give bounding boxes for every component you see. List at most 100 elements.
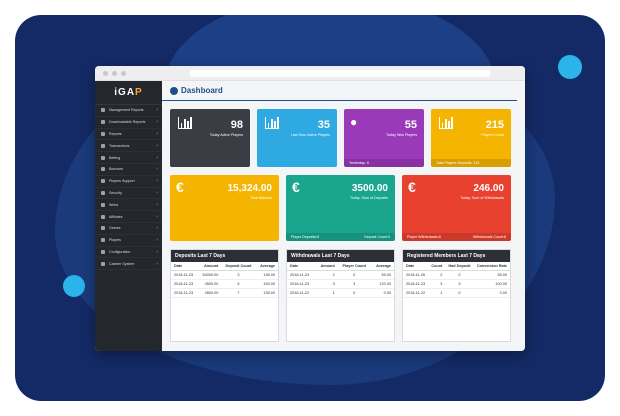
decorative-dot bbox=[63, 275, 85, 297]
sidebar-item[interactable]: Webs › bbox=[95, 199, 162, 212]
money-card-total-balance[interactable]: € 15,324.00 Total Balance bbox=[170, 175, 279, 241]
table-cell: 0.00 bbox=[473, 288, 510, 298]
browser-window: iGA P Management Reports › Downloadable Rep… bbox=[95, 66, 525, 351]
table-row[interactable]: 2018-11-26 2 0 55.00 bbox=[403, 270, 510, 280]
stat-label: Last Hour Active Players bbox=[290, 133, 330, 137]
sidebar-item-label: Security bbox=[109, 190, 122, 195]
money-footer-left: Player Deposits:8 bbox=[291, 235, 320, 239]
globe-icon: ● bbox=[350, 115, 358, 129]
sidebar-item[interactable]: Betting › bbox=[95, 152, 162, 164]
table-cell: 150.00 bbox=[255, 279, 278, 289]
panel-title: Deposits Last 7 Days bbox=[171, 250, 278, 262]
column-header: Conversion Rate bbox=[473, 262, 510, 271]
chevron-right-icon: › bbox=[156, 237, 158, 244]
table-cell: 100.00 bbox=[473, 279, 510, 289]
chevron-right-icon: › bbox=[156, 201, 158, 208]
sidebar-item[interactable]: Configuration › bbox=[95, 247, 162, 259]
sidebar-item[interactable]: Players Support › bbox=[95, 176, 162, 188]
app-logo[interactable]: iGA P bbox=[95, 81, 162, 105]
sidebar-item[interactable]: Games › bbox=[95, 223, 162, 235]
sidebar-item[interactable]: Cashier System › bbox=[95, 258, 162, 271]
sidebar-item[interactable]: Bonuses › bbox=[95, 164, 162, 176]
money-label: Today: Sum of Withdrawals bbox=[460, 196, 504, 200]
stat-card-active-last-hour[interactable]: 35 Last Hour Active Players bbox=[257, 109, 337, 167]
table-cell: 2800.00 bbox=[197, 288, 222, 298]
table-row[interactable]: 2018-11-23 3 3 100.00 bbox=[403, 279, 510, 289]
stat-label: Players Count bbox=[481, 133, 504, 137]
address-bar[interactable] bbox=[190, 69, 490, 77]
members-table: Date Count Had Deposit Conversion Rate 2018… bbox=[403, 262, 510, 298]
table-row[interactable]: 2018-11-22 1 0 0.00 bbox=[287, 288, 394, 298]
stat-footer-text: Total Players Deposits: 115 bbox=[436, 161, 480, 165]
money-card-deposits[interactable]: € 3500.00 Today: Sum of Deposits Player … bbox=[286, 175, 395, 241]
sidebar-item[interactable]: Affiliates › bbox=[95, 211, 162, 223]
table-cell: 2018-11-23 bbox=[171, 279, 198, 289]
nav-icon bbox=[101, 179, 105, 184]
sidebar-item[interactable]: Players › bbox=[95, 235, 162, 247]
table-cell: 0 bbox=[445, 288, 474, 298]
sidebar-item[interactable]: Transactions › bbox=[95, 140, 162, 153]
sidebar-item[interactable]: Security › bbox=[95, 188, 162, 200]
nav-icon bbox=[101, 143, 105, 148]
chevron-right-icon: › bbox=[156, 154, 158, 161]
table-cell: 1 bbox=[428, 288, 446, 298]
table-cell: 2 bbox=[315, 270, 338, 280]
bar-chart-icon bbox=[439, 117, 453, 129]
table-row[interactable]: 2018-11-22 1 0 0.00 bbox=[403, 288, 510, 298]
euro-icon: € bbox=[176, 179, 184, 195]
sidebar-item-label: Webs bbox=[109, 202, 119, 207]
sidebar-item-label: Transactions bbox=[109, 143, 130, 148]
euro-icon: € bbox=[408, 179, 416, 195]
stat-card-new-players[interactable]: ● 55 Today New Players Yesterday: 8 bbox=[344, 109, 424, 167]
column-header: Amount bbox=[315, 262, 338, 271]
nav-icon bbox=[101, 131, 105, 136]
stat-card-active-today[interactable]: 98 Today Active Players bbox=[170, 109, 250, 167]
sidebar-item-label: Games bbox=[109, 226, 121, 231]
chevron-right-icon: › bbox=[156, 130, 158, 137]
money-value: 15,324.00 bbox=[227, 183, 273, 194]
window-dot-icon[interactable] bbox=[112, 70, 117, 76]
sidebar-item[interactable]: Management Reports › bbox=[95, 105, 162, 117]
column-header: Date bbox=[403, 262, 429, 271]
window-dot-icon[interactable] bbox=[121, 70, 126, 76]
chevron-right-icon: › bbox=[156, 142, 158, 149]
table-row[interactable]: 2018-11-23 2 0 55.00 bbox=[287, 270, 394, 280]
sidebar-item-label: Reports bbox=[109, 131, 122, 136]
withdrawals-panel: Withdrawals Last 7 Days Date Amount Player… bbox=[286, 249, 395, 342]
logo-accent: P bbox=[135, 87, 143, 98]
money-card-withdrawals[interactable]: € 246.00 Today: Sum of Withdrawals Playe… bbox=[402, 175, 511, 241]
table-cell: 0 bbox=[337, 288, 371, 298]
euro-icon: € bbox=[292, 179, 300, 195]
sidebar-item[interactable]: Reports › bbox=[95, 129, 162, 141]
money-label: Today: Sum of Deposits bbox=[350, 196, 388, 200]
chevron-right-icon: › bbox=[156, 107, 158, 114]
money-footer: Player Deposits:8 Deposit Count:0 bbox=[286, 233, 395, 241]
table-row[interactable]: 2018-11-23 54000.00 3 135.00 bbox=[171, 270, 278, 280]
chevron-right-icon: › bbox=[156, 178, 158, 185]
column-header: Date bbox=[171, 262, 198, 271]
table-cell: 2018-11-26 bbox=[403, 270, 429, 280]
stat-value: 55 bbox=[404, 119, 417, 131]
page-title: Dashboard bbox=[181, 86, 223, 95]
table-row[interactable]: 2018-11-23 3 3 120.00 bbox=[287, 279, 394, 289]
table-row[interactable]: 2018-11-23 4500.00 5 150.00 bbox=[171, 279, 278, 289]
table-cell: 2018-11-23 bbox=[287, 270, 316, 280]
sidebar-item-label: Bonuses bbox=[109, 167, 123, 172]
sidebar-item-label: Players Support bbox=[109, 179, 135, 184]
sidebar-item-label: Players bbox=[109, 238, 121, 243]
chevron-right-icon: › bbox=[156, 260, 158, 267]
column-header: Count bbox=[428, 262, 446, 271]
sidebar-item-label: Betting bbox=[109, 155, 121, 160]
table-row[interactable]: 2018-11-23 2800.00 7 135.00 bbox=[171, 288, 278, 298]
money-label: Total Balance bbox=[250, 196, 272, 200]
sidebar-item[interactable]: Downloadable Reports › bbox=[95, 117, 162, 129]
sidebar-item-label: Affiliates bbox=[109, 214, 123, 219]
browser-titlebar bbox=[95, 66, 525, 81]
nav-icon bbox=[101, 261, 105, 266]
sidebar-item-label: Downloadable Reports bbox=[109, 120, 146, 125]
chevron-right-icon: › bbox=[156, 248, 158, 255]
window-dot-icon[interactable] bbox=[103, 70, 108, 76]
chevron-right-icon: › bbox=[156, 166, 158, 173]
column-header: Deposit Count bbox=[221, 262, 256, 271]
stat-card-players-count[interactable]: 215 Players Count Total Players Deposits… bbox=[431, 109, 511, 167]
